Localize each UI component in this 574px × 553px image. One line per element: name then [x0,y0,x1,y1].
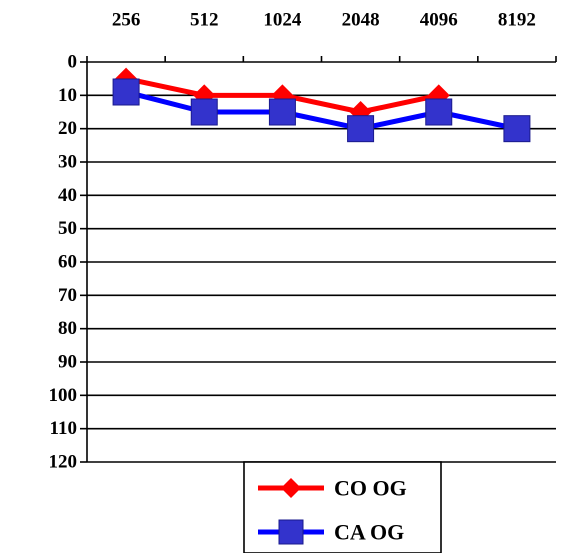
point-ca-og-2048 [347,115,375,143]
y-tick-label-90: 90 [58,352,77,373]
series-ca-og [112,78,531,143]
y-tick-label-30: 30 [58,152,77,173]
grid-lines [87,94,556,463]
series-layer [112,67,531,143]
y-tick-label-40: 40 [58,185,77,206]
x-tick-labels: 256 512 1024 2048 4096 8192 [112,10,536,31]
y-tick-label-120: 120 [49,452,78,473]
y-tick-label-50: 50 [58,218,77,239]
y-tick-labels: 0 10 20 30 40 50 60 70 80 90 100 110 120 [49,52,78,473]
legend-marker-1 [278,519,304,545]
y-tick-label-10: 10 [58,85,77,106]
legend-label-0: CO OG [334,476,407,501]
point-ca-og-8192 [503,115,531,143]
legend-marker-0 [281,478,301,498]
x-tick-label-2048: 2048 [342,10,380,31]
y-tick-label-70: 70 [58,285,77,306]
y-tick-label-0: 0 [68,52,78,73]
y-tick-label-100: 100 [49,385,78,406]
x-tick-label-8192: 8192 [498,10,536,31]
point-ca-og-4096 [425,98,453,126]
y-tick-label-60: 60 [58,252,77,273]
series-line-1 [125,89,518,132]
point-ca-og-1024 [268,98,296,126]
point-ca-og-256 [112,78,140,106]
x-tick-label-1024: 1024 [263,10,302,31]
legend: CO OG CA OG [243,461,442,553]
y-tick-label-80: 80 [58,318,77,339]
x-tick-label-4096: 4096 [420,10,458,31]
legend-box [243,461,442,553]
x-tick-label-512: 512 [190,10,219,31]
y-tick-label-20: 20 [58,118,77,139]
axes [80,56,557,463]
legend-label-1: CA OG [334,520,404,545]
point-ca-og-512 [190,98,218,126]
x-tick-label-256: 256 [112,10,141,31]
y-tick-label-110: 110 [50,418,77,439]
